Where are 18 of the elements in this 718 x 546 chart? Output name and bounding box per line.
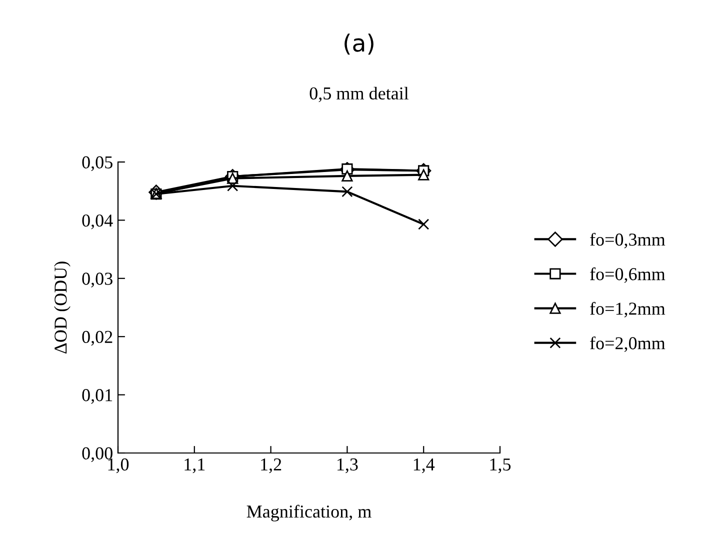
chart-subtitle: 0,5 mm detail: [310, 86, 409, 102]
x-tick-label: 1,5: [490, 458, 511, 474]
y-tick-label: 0,03: [82, 272, 112, 288]
x-axis-title: Magnification, m: [246, 504, 372, 522]
chart-title: (a): [344, 34, 374, 55]
legend-label: fo=1,2mm: [590, 302, 666, 318]
x-tick-label: 1,1: [184, 458, 205, 474]
legend-label: fo=0,3mm: [590, 232, 666, 248]
y-tick-label: 0,01: [82, 389, 112, 404]
y-tick-label: 0,05: [82, 156, 112, 172]
y-tick-label: 0,04: [82, 214, 113, 230]
y-axis-title: ΔOD (ODU): [54, 262, 70, 354]
x-tick-label: 1,2: [261, 458, 282, 474]
x-tick-label: 1,3: [338, 458, 358, 474]
y-tick-label: 0,02: [82, 330, 112, 346]
legend-label: fo=0,6mm: [590, 267, 666, 283]
legend-label: fo=2,0mm: [590, 336, 666, 352]
x-tick-label: 1,4: [414, 458, 435, 474]
